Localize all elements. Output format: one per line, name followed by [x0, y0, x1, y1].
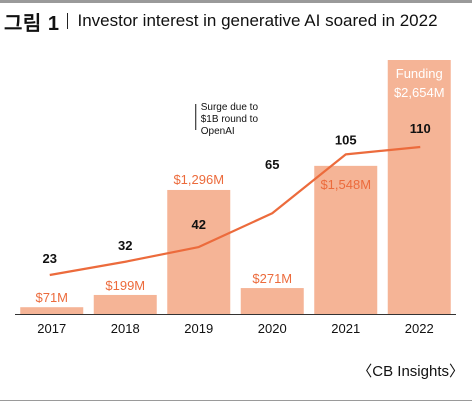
- x-tick-2022: 2022: [405, 321, 434, 336]
- x-tick-2021: 2021: [331, 321, 360, 336]
- bar-label-2018: $199M: [105, 278, 145, 293]
- x-tick-2018: 2018: [111, 321, 140, 336]
- bar-label-2019: $1,296M: [173, 172, 224, 187]
- source-credit: 〈CB Insights〉: [357, 363, 464, 380]
- figure-title-row: 그림 1 Investor interest in generative AI …: [4, 9, 438, 35]
- bar-2020: [240, 288, 304, 314]
- line-label-2018: 32: [118, 238, 132, 253]
- line-label-2019: 42: [192, 217, 206, 232]
- bar-2018: [93, 294, 157, 314]
- top-rule: [0, 0, 472, 3]
- x-tick-2019: 2019: [184, 321, 213, 336]
- bar-label-2020: $271M: [252, 271, 292, 286]
- annotation-line-1: Surge due to: [201, 102, 259, 113]
- x-tick-2020: 2020: [258, 321, 287, 336]
- bar-2021: [314, 165, 378, 314]
- bar-label-2017: $71M: [35, 290, 68, 305]
- annotation-line-3: OpenAI: [201, 126, 235, 137]
- title-separator: [67, 13, 69, 29]
- line-label-2020: 65: [265, 157, 279, 172]
- figure-label: 그림 1: [4, 12, 60, 35]
- line-label-2022: 110: [410, 121, 431, 136]
- line-label-2017: 23: [43, 251, 57, 266]
- annotation-line-2: $1B round to: [201, 114, 259, 125]
- bar-label-2022: $2,654M: [394, 85, 445, 100]
- line-label-2021: 105: [335, 132, 357, 147]
- figure-title: Investor interest in generative AI soare…: [77, 11, 438, 30]
- x-tick-2017: 2017: [37, 321, 66, 336]
- bottom-rule: [0, 400, 472, 401]
- bar-2017: [20, 307, 84, 314]
- bar-label-2021: $1,548M: [320, 177, 371, 192]
- bar-2022: [387, 60, 451, 314]
- series-name-funding: Funding: [396, 66, 443, 81]
- deal-count-line: [49, 145, 421, 277]
